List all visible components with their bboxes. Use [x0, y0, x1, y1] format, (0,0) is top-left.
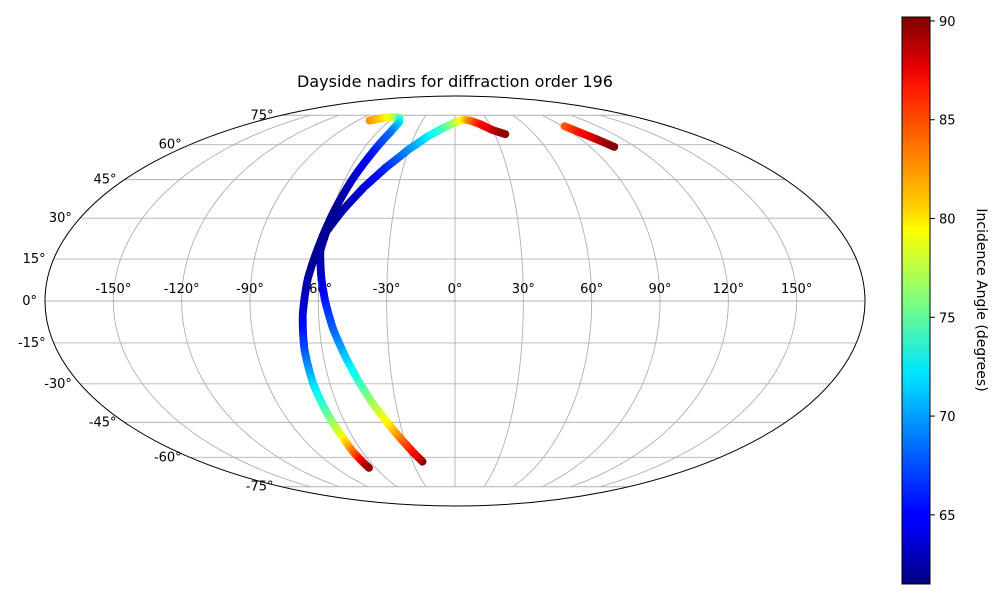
- lon-tick-label: 30°: [512, 282, 535, 297]
- nadir-point: [364, 463, 373, 472]
- lat-tick-label: 45°: [94, 173, 117, 188]
- lon-tick-label: -30°: [373, 282, 401, 297]
- map-grid: [45, 114, 865, 488]
- colorbar-tick-label: 90: [939, 15, 956, 30]
- colorbar-tick-label: 70: [939, 410, 956, 425]
- lon-tick-label: 150°: [781, 282, 812, 297]
- data-points: [298, 113, 619, 472]
- colorbar-tick-label: 65: [939, 509, 956, 524]
- chart-title: Dayside nadirs for diffraction order 196: [297, 72, 613, 91]
- nadir-point: [610, 142, 619, 151]
- lon-tick-label: 90°: [648, 282, 671, 297]
- colorbar-label: Incidence Angle (degrees): [973, 208, 989, 391]
- colorbar: 65 70 75 80 85 90 Incidence Angle (degrees): [901, 15, 989, 585]
- lat-tick-label: -15°: [18, 336, 46, 351]
- lon-tick-label: 0°: [448, 282, 463, 297]
- colorbar-tick-label: 75: [939, 311, 956, 326]
- lat-tick-label: 30°: [49, 211, 72, 226]
- lon-tick-label: 60°: [580, 282, 603, 297]
- lat-tick-label: -75°: [246, 480, 274, 495]
- lat-tick-label: -30°: [44, 377, 72, 392]
- lat-tick-label: -60°: [154, 450, 182, 465]
- colorbar-tick-label: 80: [939, 213, 956, 228]
- lon-tick-label: 120°: [713, 282, 744, 297]
- map-tick-labels: -150° -120° -90° -60° -30° 0° 30° 60° 90° 120° 150…: [18, 108, 812, 494]
- lon-tick-label: -150°: [95, 282, 131, 297]
- colorbar-tick-label: 85: [939, 114, 956, 129]
- lat-tick-label: 15°: [23, 252, 46, 267]
- lat-tick-label: 60°: [159, 138, 182, 153]
- map-boundary: [44, 95, 866, 507]
- colorbar-gradient: [901, 16, 931, 585]
- lat-tick-label: 0°: [22, 294, 37, 309]
- lon-tick-label: -120°: [164, 282, 200, 297]
- lat-tick-label: -45°: [89, 415, 117, 430]
- lat-tick-label: 75°: [250, 108, 273, 123]
- nadir-point: [501, 130, 510, 139]
- colorbar-ticks: 65 70 75 80 85 90: [930, 15, 956, 524]
- lon-tick-label: -90°: [236, 282, 264, 297]
